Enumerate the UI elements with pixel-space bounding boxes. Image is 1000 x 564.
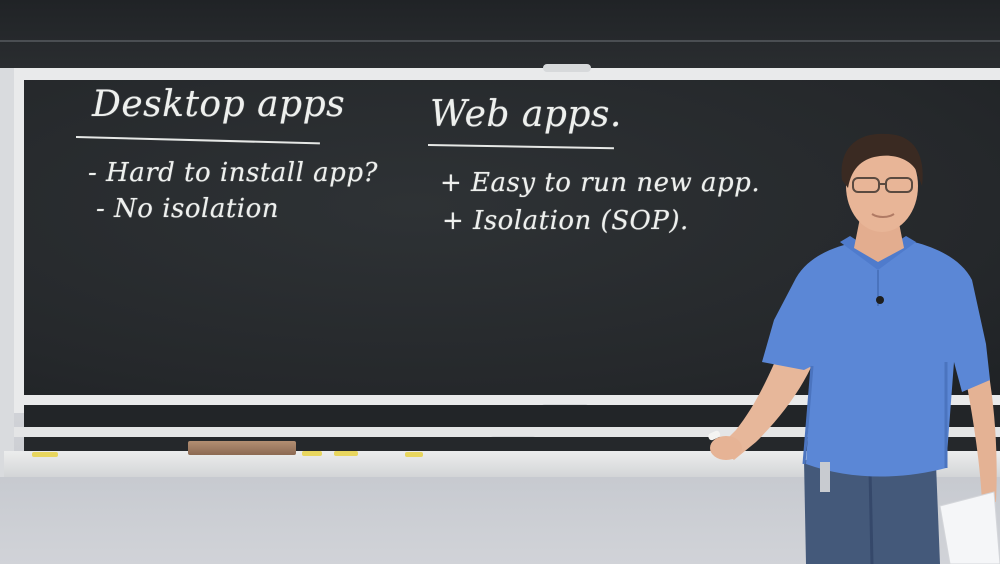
chalk-piece bbox=[334, 451, 358, 456]
chalk-piece bbox=[32, 452, 58, 457]
keys bbox=[820, 462, 830, 492]
lecturer bbox=[708, 133, 1000, 564]
curly-hair bbox=[841, 133, 923, 188]
upper-chalkboard bbox=[0, 0, 1000, 71]
right-arm bbox=[962, 358, 997, 502]
chalk-in-hand bbox=[708, 430, 721, 441]
right-heading: Web apps. bbox=[430, 94, 622, 135]
left-hand bbox=[710, 436, 742, 460]
lower-frame bbox=[14, 427, 1000, 437]
left-heading: Desktop apps bbox=[92, 84, 346, 125]
left-item-1: - Hard to install app? bbox=[88, 158, 378, 188]
chalk-piece bbox=[405, 452, 423, 457]
board-seam bbox=[0, 40, 1000, 42]
blue-polo-shirt bbox=[762, 242, 990, 477]
lapel-microphone bbox=[876, 296, 884, 304]
chalk-piece bbox=[302, 451, 322, 456]
board-clip-top bbox=[543, 64, 591, 72]
paper bbox=[939, 491, 1000, 564]
right-item-2: + Isolation (SOP). bbox=[442, 206, 689, 236]
eraser bbox=[188, 441, 296, 455]
face bbox=[846, 140, 918, 232]
wall-edge bbox=[0, 68, 14, 478]
right-item-1: + Easy to run new app. bbox=[440, 168, 761, 198]
left-item-2: - No isolation bbox=[96, 194, 280, 224]
